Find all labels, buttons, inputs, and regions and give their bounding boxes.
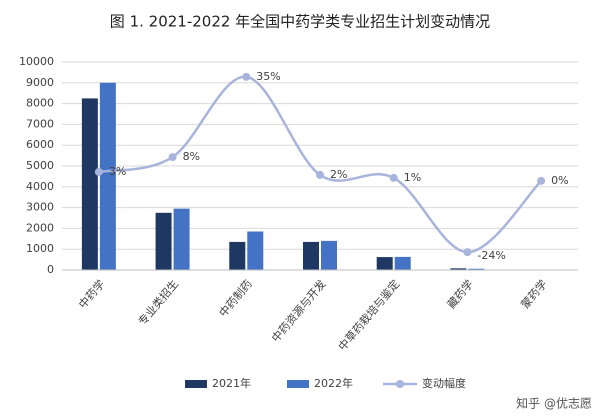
legend-swatch xyxy=(396,380,404,388)
data-label: 3% xyxy=(109,165,126,178)
line-marker xyxy=(168,153,177,162)
data-label: 35% xyxy=(256,70,280,83)
bar xyxy=(229,241,246,270)
bar xyxy=(303,241,319,270)
line-marker xyxy=(316,170,324,179)
data-label: 2% xyxy=(330,168,347,181)
legend-label: 2021年 xyxy=(212,376,251,390)
legend-swatch xyxy=(287,380,309,388)
line-marker xyxy=(463,248,472,257)
line-marker xyxy=(242,72,251,81)
data-label: 1% xyxy=(404,171,421,184)
bar xyxy=(376,257,393,270)
data-label: 0% xyxy=(551,174,568,187)
y-tick-label: 1000 xyxy=(26,242,54,255)
data-label: 8% xyxy=(183,150,200,163)
bar xyxy=(81,98,98,271)
y-tick-label: 6000 xyxy=(26,138,54,151)
line-marker xyxy=(537,176,546,185)
watermark: 知乎 @优志愿 xyxy=(516,397,592,411)
legend-label: 2022年 xyxy=(314,376,353,390)
y-tick-label: 5000 xyxy=(26,159,54,172)
data-label: -24% xyxy=(477,249,505,262)
chart-title: 图 1. 2021-2022 年全国中药学类专业招生计划变动情况 xyxy=(110,13,490,31)
legend-swatch xyxy=(185,380,207,388)
y-tick-label: 2000 xyxy=(26,221,54,234)
legend-label: 变动幅度 xyxy=(422,376,466,390)
bar xyxy=(468,268,485,270)
y-tick-label: 8000 xyxy=(26,97,54,110)
y-tick-label: 0 xyxy=(47,263,54,276)
bar xyxy=(321,240,337,270)
bar xyxy=(173,208,190,270)
line-marker xyxy=(389,173,398,182)
y-tick-label: 7000 xyxy=(26,117,54,130)
y-tick-label: 9000 xyxy=(26,76,54,89)
y-tick-label: 3000 xyxy=(26,201,54,214)
bar xyxy=(247,231,264,270)
y-tick-label: 4000 xyxy=(26,180,54,193)
line-marker xyxy=(94,167,103,176)
bar xyxy=(155,212,172,270)
y-tick-label: 10000 xyxy=(19,55,54,68)
bar xyxy=(394,256,411,270)
bar xyxy=(450,268,467,270)
bar xyxy=(99,82,116,270)
